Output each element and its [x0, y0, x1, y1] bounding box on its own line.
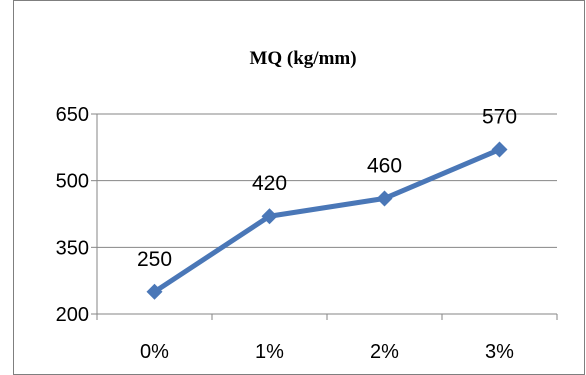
data-label: 460	[367, 154, 402, 177]
data-label: 420	[252, 172, 287, 195]
series-0	[146, 141, 508, 300]
y-tick-label: 650	[56, 104, 89, 126]
data-point-marker	[491, 141, 508, 158]
x-tick-label: 2%	[370, 341, 399, 363]
chart-title: MQ (kg/mm)	[249, 48, 356, 69]
y-tick-label: 200	[56, 304, 89, 326]
data-label: 570	[482, 106, 517, 129]
gridlines	[97, 113, 557, 248]
chart-frame	[13, 0, 585, 375]
data-label: 250	[137, 248, 172, 271]
data-point-marker	[146, 283, 163, 300]
y-tick-labels: 200 350 500 650	[56, 104, 89, 326]
series-line	[152, 147, 502, 295]
data-labels: 250 420 460 570	[137, 106, 517, 271]
x-tick-label: 0%	[140, 341, 169, 363]
y-tick-label: 500	[56, 171, 89, 193]
axes	[91, 113, 558, 320]
y-tick-label: 350	[56, 237, 89, 259]
x-tick-labels: 0% 1% 2% 3%	[140, 341, 514, 363]
x-tick-label: 1%	[255, 341, 284, 363]
data-point-marker	[376, 190, 393, 207]
data-point-marker	[261, 208, 278, 225]
x-tick-label: 3%	[485, 341, 514, 363]
